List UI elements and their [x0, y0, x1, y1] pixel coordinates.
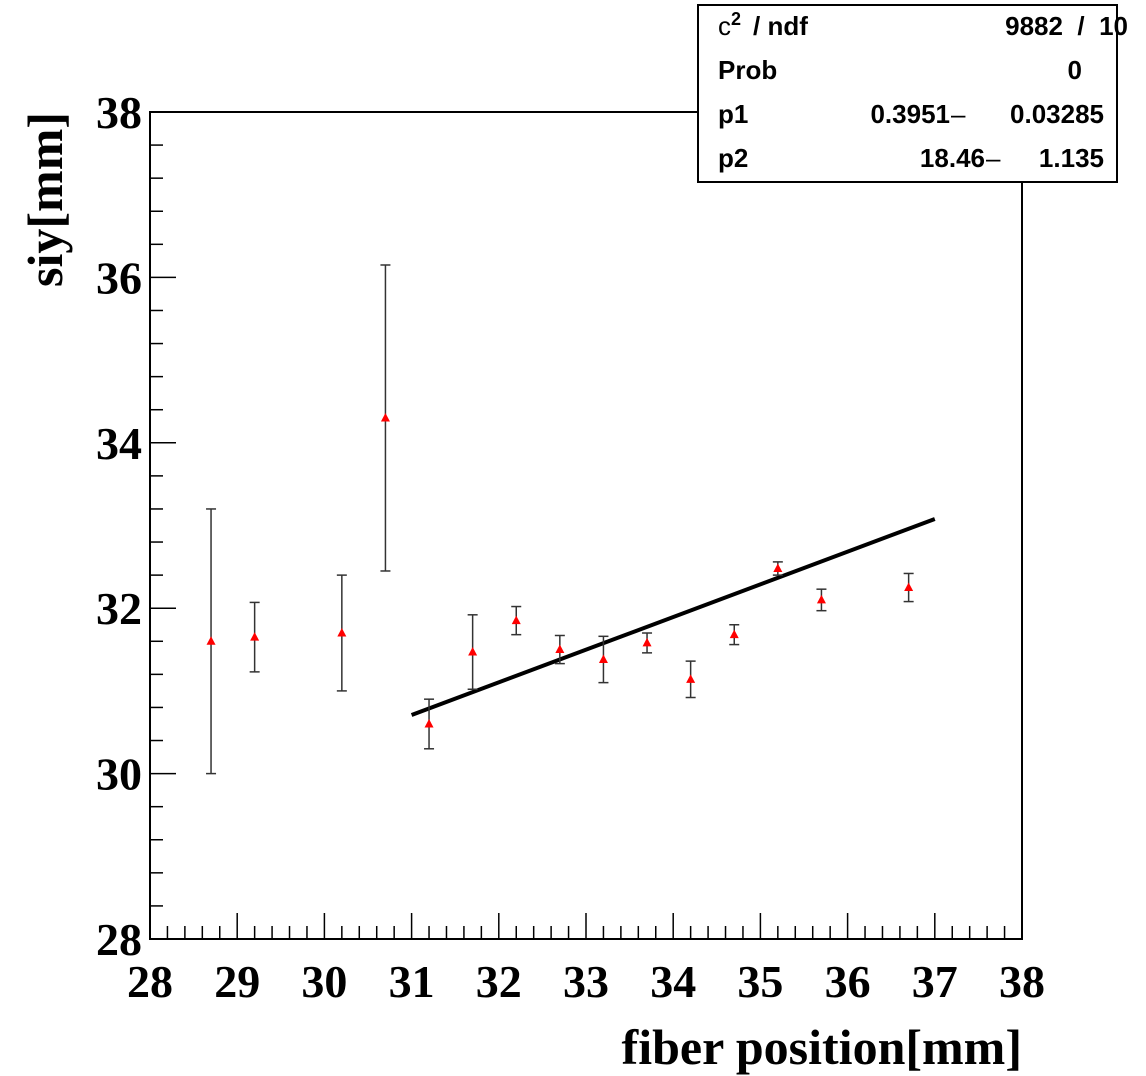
data-point [468, 647, 478, 656]
data-point [816, 594, 826, 604]
data-point [904, 582, 914, 592]
axis-ticks [149, 111, 1023, 940]
stats-chi2-label: c2 / ndf [718, 9, 808, 41]
y-tick-label: 38 [96, 87, 142, 138]
x-tick-label: 30 [301, 956, 347, 1007]
stats-chi2-ndf: / ndf [753, 11, 808, 41]
x-tick-label: 37 [912, 956, 958, 1007]
data-point [598, 654, 608, 663]
x-axis-title: fiber position[mm] [622, 1019, 1022, 1075]
data-point [729, 629, 739, 639]
stats-p2-pm: – [986, 143, 1001, 173]
x-tick-label: 29 [214, 956, 260, 1007]
data-point [380, 412, 390, 422]
data-point [642, 637, 652, 647]
stats-box-frame [697, 4, 1118, 183]
x-tick-label: 36 [825, 956, 871, 1007]
stats-chi2-sup: 2 [731, 9, 741, 29]
x-tick-label: 33 [563, 956, 609, 1007]
x-tick-label: 28 [127, 956, 173, 1007]
data-point [250, 632, 260, 641]
data-point [206, 636, 216, 645]
stats-prob-value: 0 [1068, 55, 1082, 85]
data-point [424, 718, 434, 728]
data-point [337, 628, 347, 637]
stats-p2-error: 1.135 [1039, 143, 1104, 173]
x-tick-label: 38 [999, 956, 1045, 1007]
stats-p1-error: 0.03285 [1010, 99, 1104, 129]
y-tick-label: 30 [96, 749, 142, 800]
fit-line-layer [410, 517, 936, 717]
data-point [555, 644, 565, 654]
plot-frame [149, 111, 1023, 940]
stats-p1-label: p1 [718, 99, 748, 129]
y-tick-label: 28 [96, 914, 142, 965]
stats-chi2-value: 9882 / 10 [1005, 11, 1128, 41]
data-point [773, 563, 783, 573]
y-tick-label: 34 [96, 418, 142, 469]
data-point [511, 615, 521, 625]
data-points-layer [206, 264, 914, 775]
fit-line [410, 517, 936, 717]
data-point [686, 674, 696, 683]
x-tick-label: 34 [650, 956, 696, 1007]
stats-prob-label: Prob [718, 55, 777, 85]
tick-labels: 28 29 30 31 32 33 34 35 36 37 38 28 30 32 34 36 38 [96, 87, 1045, 1007]
y-tick-label: 36 [96, 252, 142, 303]
stats-chi2-symbol: c [718, 11, 731, 41]
stats-box: c2 / ndf 9882 / 10 Prob 0 p1 0.3951 – 0.0… [697, 4, 1128, 183]
stats-p1-value: 0.3951 [870, 99, 950, 129]
x-tick-label: 31 [389, 956, 435, 1007]
stats-p1-pm: – [951, 99, 966, 129]
stats-p2-value: 18.46 [920, 143, 985, 173]
x-tick-label: 32 [476, 956, 522, 1007]
x-tick-label: 35 [737, 956, 783, 1007]
stats-p2-label: p2 [718, 143, 748, 173]
y-tick-label: 32 [96, 583, 142, 634]
y-axis-title: siy[mm] [17, 112, 73, 287]
